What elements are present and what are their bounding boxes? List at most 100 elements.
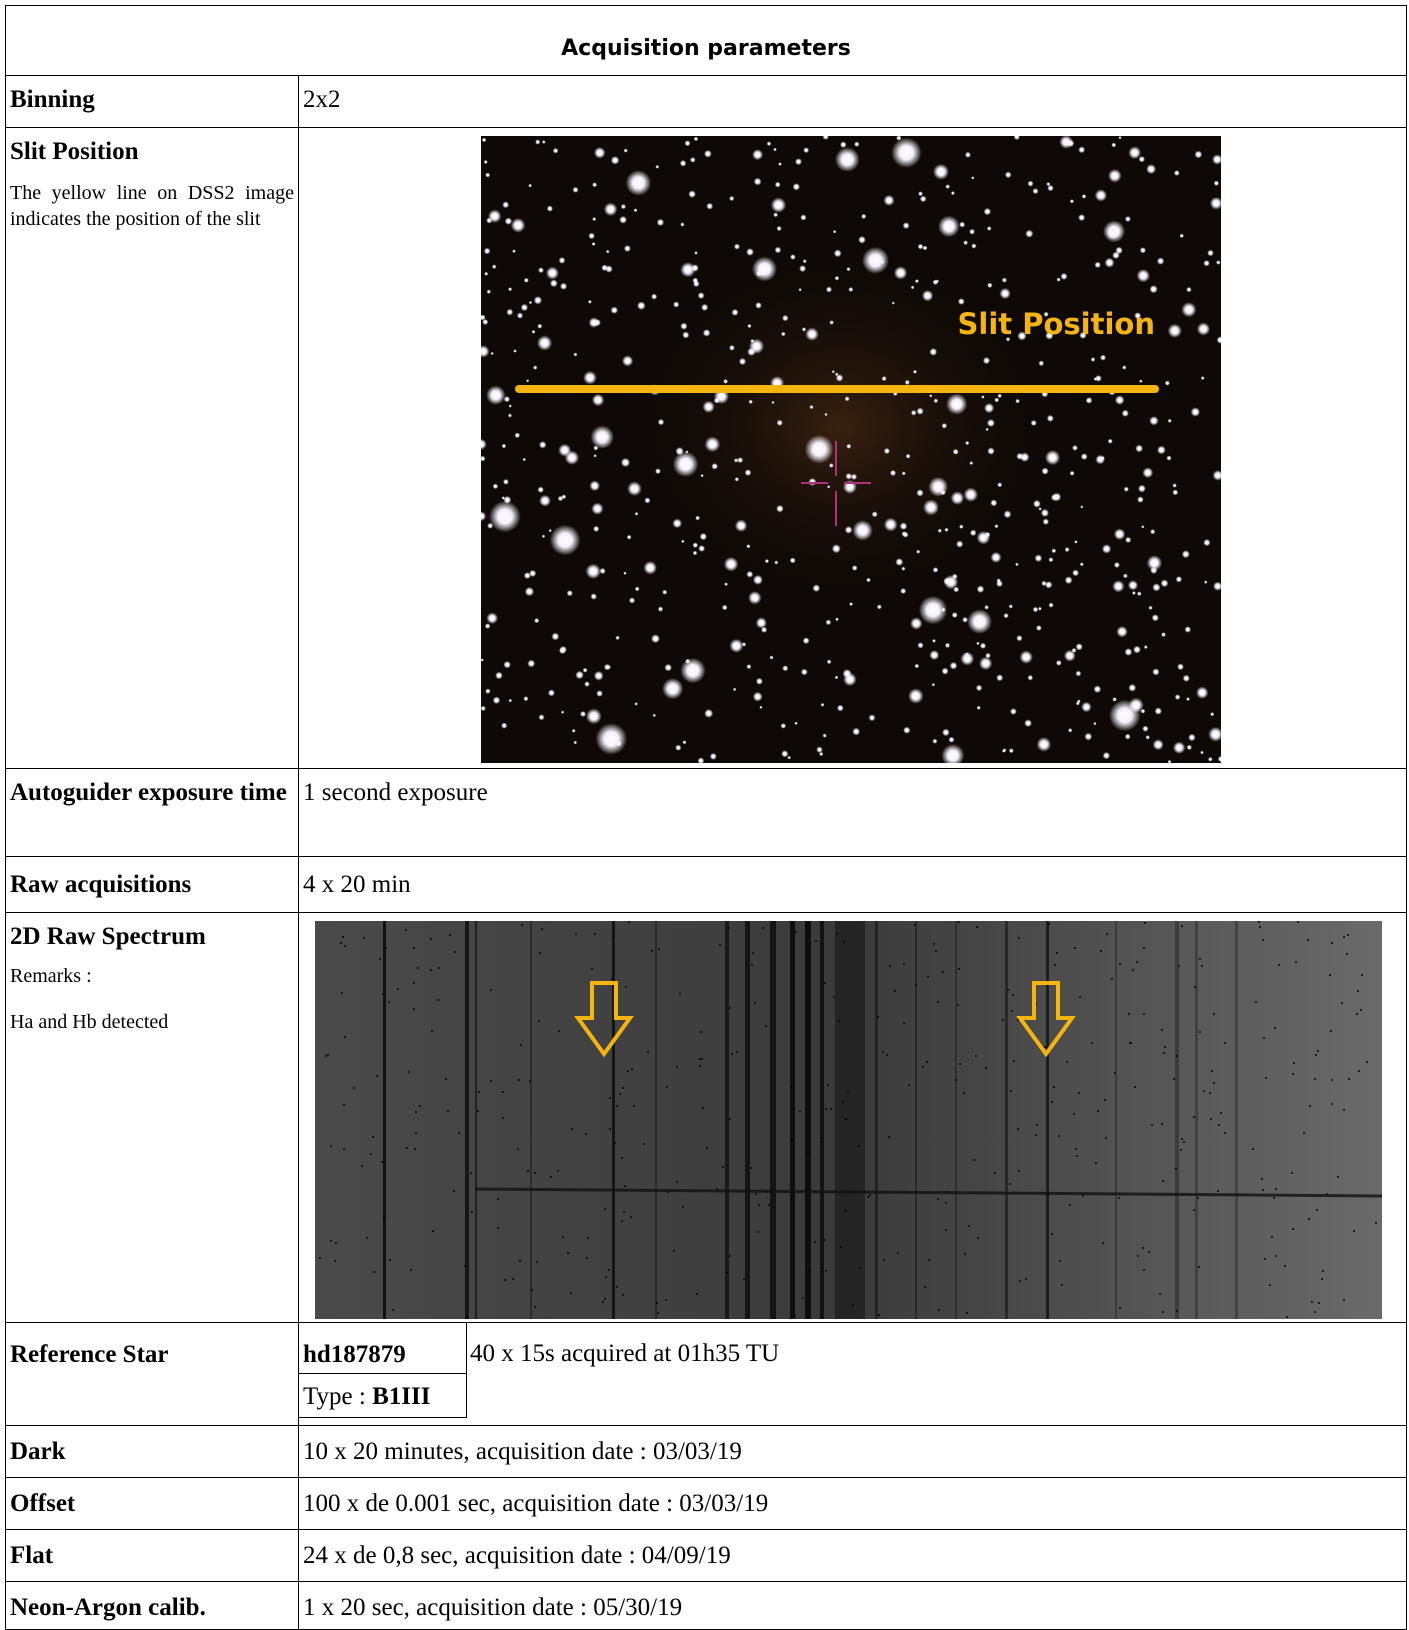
noise-dot [750,1167,752,1169]
star [506,308,514,316]
star [1078,214,1086,222]
star [1151,614,1159,622]
star [1156,257,1165,265]
noise-dot [432,1230,434,1232]
noise-dot [845,1118,847,1120]
noise-dot [437,999,439,1001]
star [737,457,744,464]
star [950,191,955,196]
star [724,582,728,586]
row-value: 4 x 20 min [298,856,1407,913]
noise-dot [667,1191,669,1193]
noise-dot [604,1298,606,1300]
noise-dot [1100,950,1102,952]
noise-dot [1224,1042,1226,1044]
noise-dot [1076,1155,1078,1157]
row-value: 24 x de 0,8 sec, acquisition date : 04/0… [298,1529,1407,1582]
star [487,522,494,529]
star [1027,674,1034,681]
star [778,162,782,166]
noise-dot [454,951,456,953]
noise-dot [1051,1101,1053,1103]
noise-dot [497,1198,499,1200]
noise-dot [1151,1124,1153,1126]
star [514,432,521,439]
noise-dot [363,937,365,939]
star [1194,150,1203,159]
star [599,567,606,575]
star [913,369,917,374]
star [591,242,596,246]
star [769,655,774,660]
star [1207,249,1214,257]
noise-dot [805,924,807,926]
star [1036,737,1052,752]
star [542,140,546,144]
star [1030,420,1037,426]
star [1075,643,1083,651]
emission-line [1235,921,1238,1319]
star [1137,591,1142,596]
star [503,396,510,403]
star [871,511,878,518]
noise-dot [754,1002,756,1004]
star [787,755,791,760]
star [709,752,717,760]
star [976,531,991,545]
star [744,469,752,476]
star [503,478,509,485]
noise-dot [557,1170,559,1172]
emission-line [1046,921,1049,1319]
noise-dot [827,1084,829,1086]
noise-dot [985,1067,987,1069]
star [1161,632,1166,637]
star [1134,312,1142,320]
star [1142,725,1149,732]
emission-line [1005,921,1008,1319]
noise-dot [1275,1255,1277,1257]
star [1038,360,1045,367]
noise-dot [1048,923,1050,925]
row-note: The yellow line on DSS2 image indicates … [10,182,294,230]
noise-dot [1128,1013,1130,1015]
star [601,264,608,272]
noise-dot [914,924,916,926]
star [1025,229,1034,238]
star [976,585,985,593]
noise-dot [1220,1112,1222,1114]
star [987,282,993,288]
noise-dot [1315,1054,1317,1056]
star [486,385,506,405]
star [946,393,968,415]
noise-dot [1271,1236,1273,1238]
noise-dot [937,1001,939,1003]
star [1181,302,1197,318]
star [943,577,951,585]
noise-dot [702,1107,704,1109]
noise-dot [1197,1197,1199,1199]
star [1167,418,1172,423]
noise-dot [1018,937,1020,939]
noise-dot [976,926,978,928]
star [704,436,721,453]
star [1106,227,1119,240]
star [748,591,762,605]
star [923,499,939,516]
noise-dot [643,1143,645,1145]
star [746,664,752,670]
star [1135,444,1144,453]
star [937,528,942,533]
star [1078,146,1086,154]
star [1048,602,1054,608]
noise-dot [1341,1002,1343,1004]
noise-dot [1132,969,1134,971]
star [1174,694,1181,700]
star [1128,146,1142,160]
star [1005,337,1011,342]
noise-dot [679,993,681,995]
noise-dot [1018,1170,1020,1172]
row-label: Reference Star [5,1322,299,1426]
star [481,345,490,358]
star [500,513,512,525]
noise-dot [1258,921,1260,923]
